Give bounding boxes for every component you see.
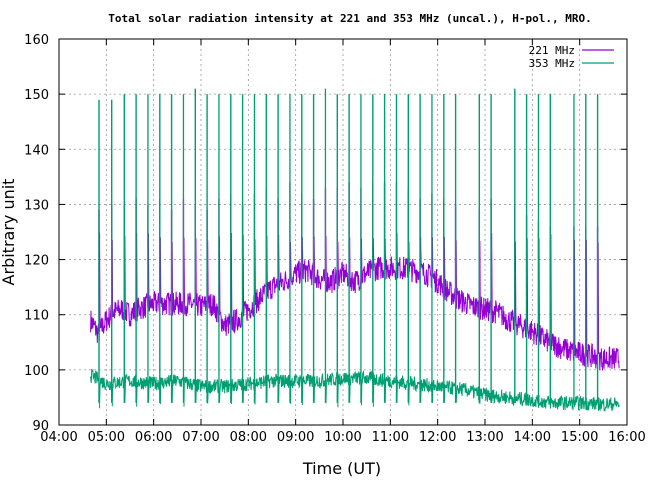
legend-label-353: 353 MHz	[529, 57, 575, 70]
y-tick-label: 90	[32, 419, 49, 434]
series-line-353	[90, 88, 620, 413]
y-tick-label: 100	[24, 364, 49, 379]
y-axis-label: Arbitrary unit	[0, 179, 18, 286]
x-tick-label: 14:00	[514, 430, 551, 445]
x-tick-label: 08:00	[230, 430, 267, 445]
x-tick-label: 11:00	[372, 430, 409, 445]
y-tick-label: 160	[24, 33, 49, 48]
chart-title: Total solar radiation intensity at 221 a…	[108, 12, 591, 25]
x-tick-label: 12:00	[419, 430, 456, 445]
y-tick-label: 140	[24, 143, 49, 158]
series-group	[90, 88, 620, 413]
x-tick-label: 13:00	[466, 430, 503, 445]
x-tick-label: 04:00	[40, 430, 77, 445]
y-tick-label: 150	[24, 88, 49, 103]
x-tick-label: 15:00	[561, 430, 598, 445]
legend: 221 MHz 353 MHz	[529, 44, 614, 70]
axis-ticks	[58, 38, 628, 426]
y-tick-label: 120	[24, 254, 49, 269]
x-tick-label: 16:00	[608, 430, 645, 445]
x-tick-label: 06:00	[135, 430, 172, 445]
tick-labels: 04:00 05:00 06:00 07:00 08:00 09:00 10:00 11:00…	[24, 33, 646, 445]
x-axis-label: Time (UT)	[302, 459, 381, 478]
y-tick-label: 110	[24, 309, 49, 324]
y-tick-label: 130	[24, 198, 49, 213]
legend-label-221: 221 MHz	[529, 44, 575, 57]
x-tick-label: 09:00	[277, 430, 314, 445]
x-tick-label: 10:00	[324, 430, 361, 445]
grid-lines	[59, 39, 627, 425]
x-tick-label: 07:00	[182, 430, 219, 445]
x-tick-label: 05:00	[88, 430, 125, 445]
